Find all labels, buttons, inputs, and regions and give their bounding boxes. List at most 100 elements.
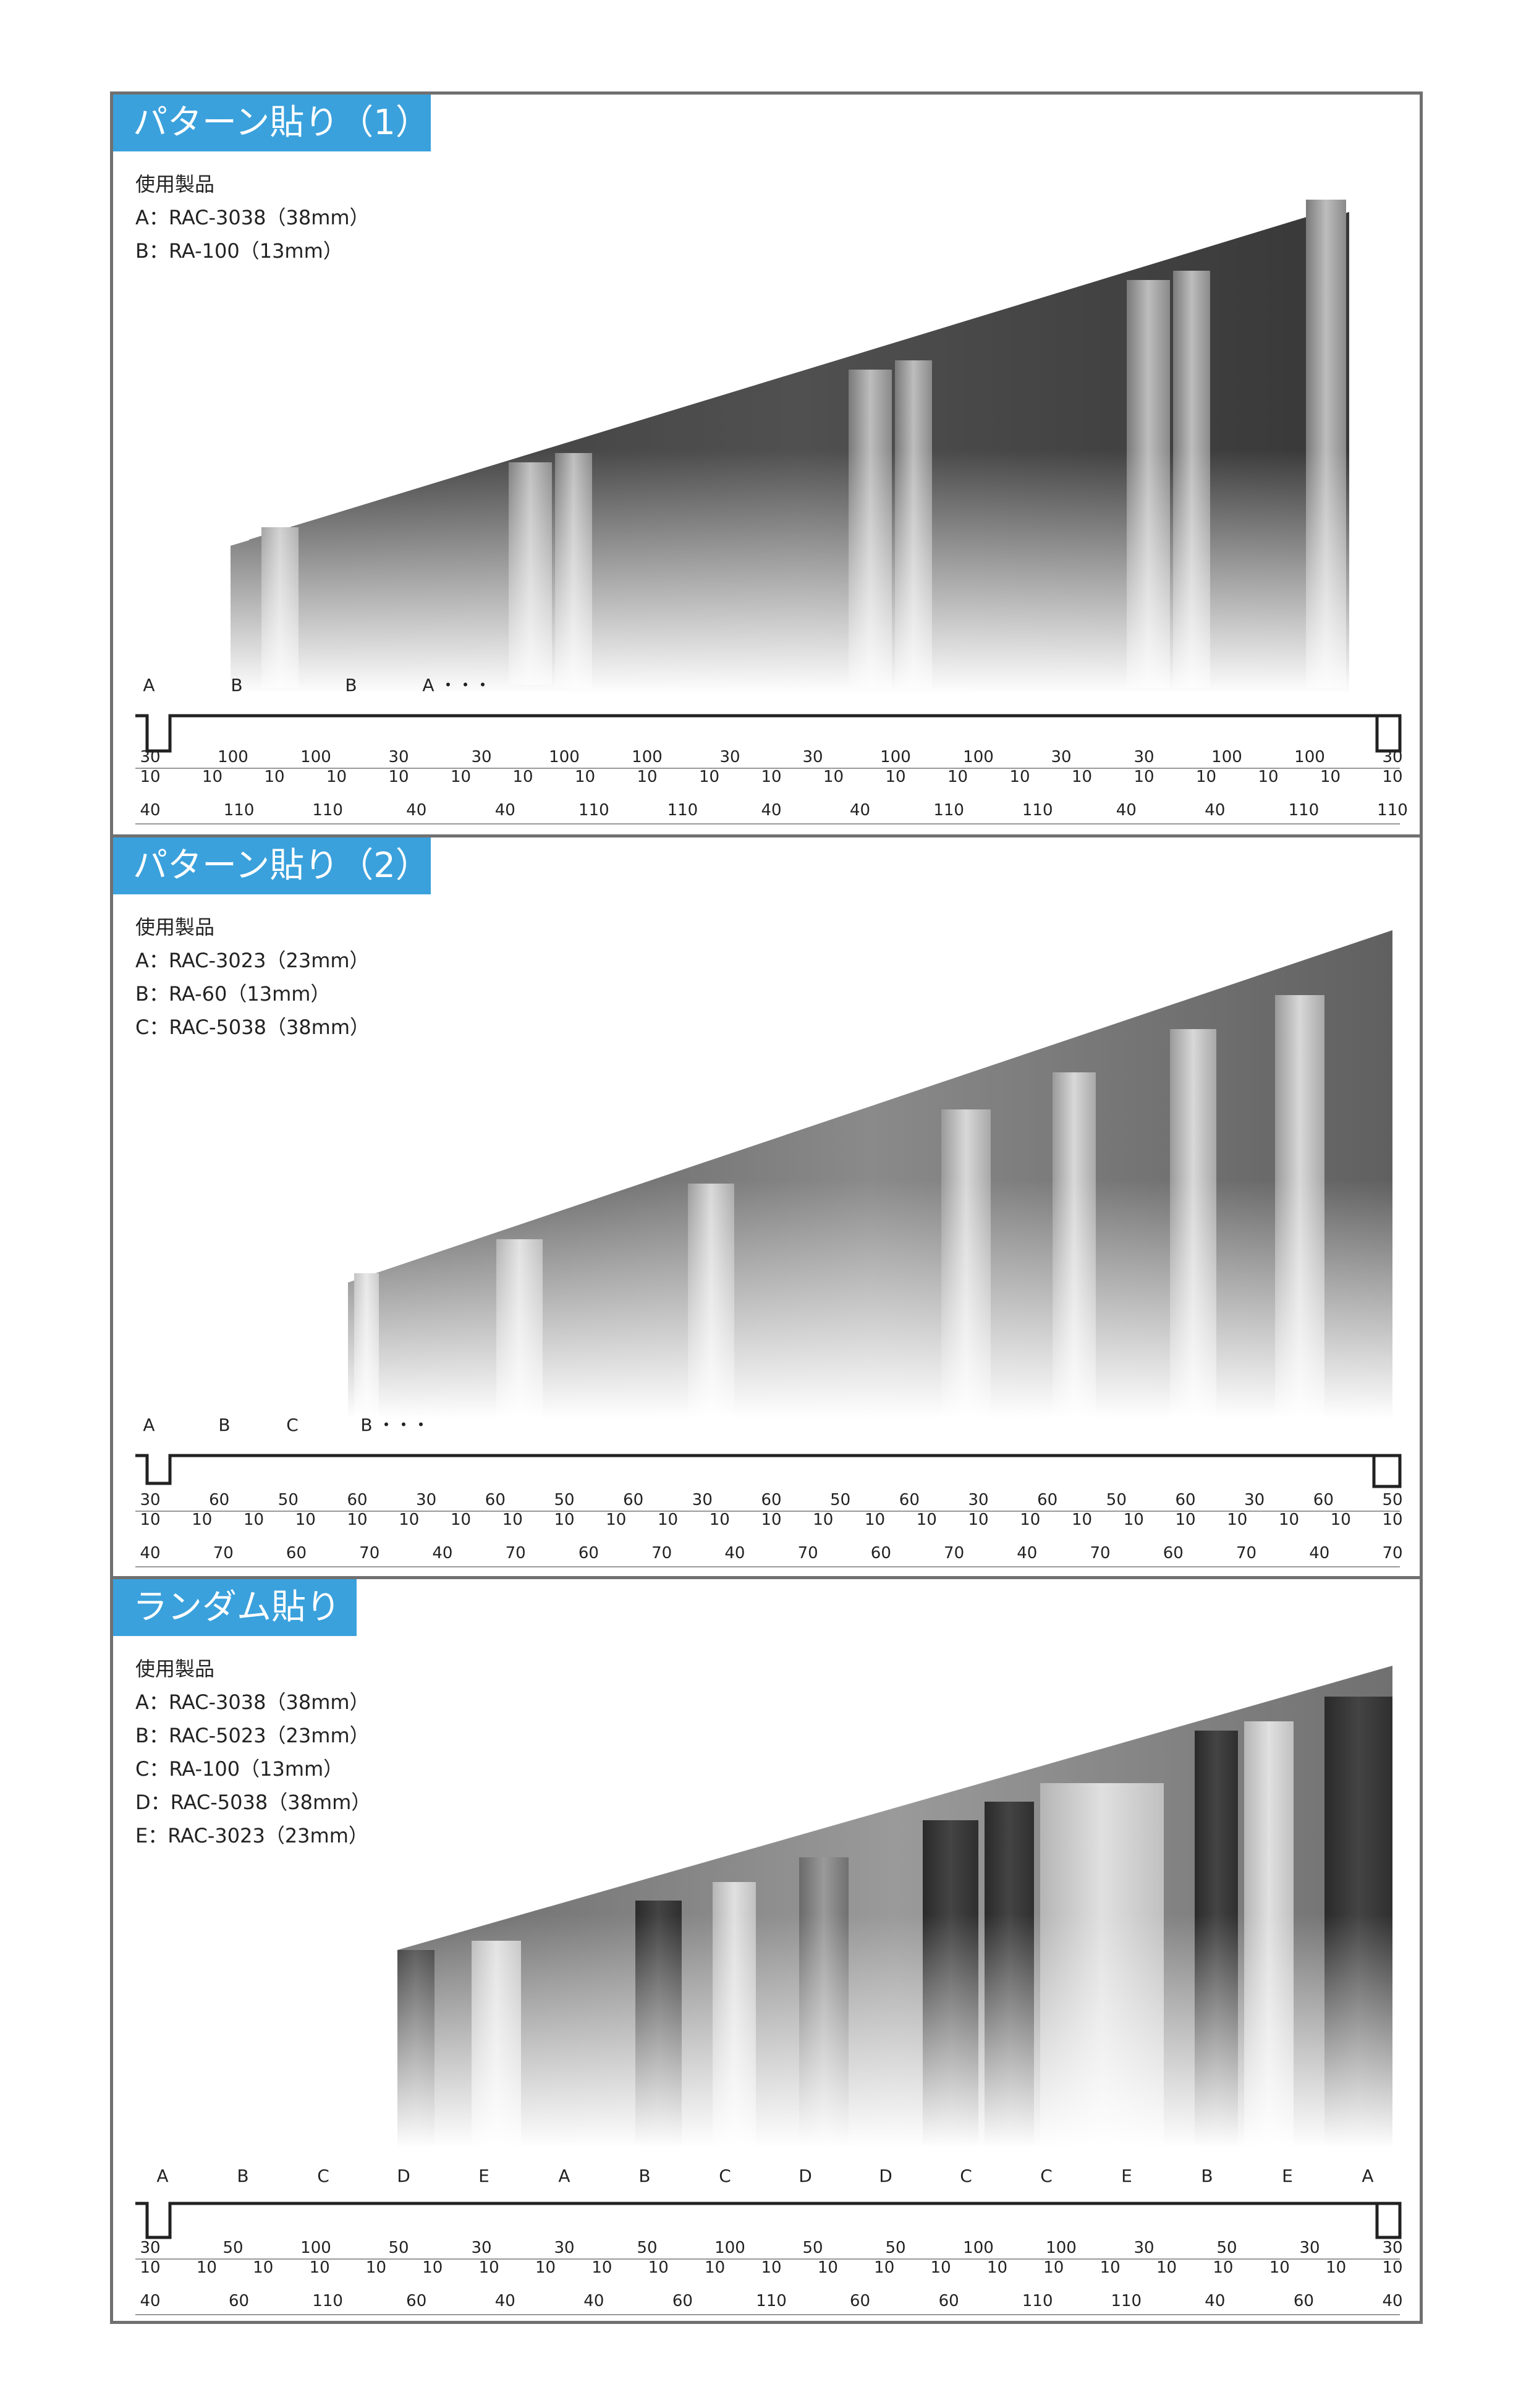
- dimension-label: 10: [388, 768, 409, 786]
- dimension-label: 10: [502, 1511, 523, 1529]
- dimension-label: 40: [140, 801, 160, 820]
- profile-letter: ・・・: [378, 1415, 430, 1435]
- dimension-label: 10: [606, 1511, 626, 1529]
- dimension-label: 100: [963, 748, 994, 766]
- dimension-label: 50: [830, 1491, 850, 1509]
- dimension-label: 10: [479, 2258, 499, 2277]
- dimension-label: 10: [1124, 1511, 1144, 1529]
- dimension-label: 10: [1009, 768, 1030, 786]
- dimension-label: 10: [1382, 2258, 1402, 2277]
- dimension-label: 40: [761, 801, 781, 820]
- dimension-label: 60: [672, 2292, 693, 2310]
- dimension-label: 60: [1313, 1491, 1334, 1509]
- dimension-label: 10: [1072, 1511, 1092, 1529]
- dimension-label: 110: [1111, 2292, 1142, 2310]
- profile-letter: E: [478, 2166, 489, 2186]
- dimension-label: 110: [224, 801, 255, 820]
- dimension-label: 110: [312, 801, 343, 820]
- dimension-label: 10: [1269, 2258, 1290, 2277]
- dimension-label: 30: [1134, 2239, 1154, 2257]
- dimension-label: 10: [575, 768, 595, 786]
- dimension-label: 100: [1046, 2239, 1077, 2257]
- profile-letter: C: [719, 2166, 731, 2186]
- profile-letter: D: [397, 2166, 410, 2186]
- profile-diagram: A B B A ・・・ 30 100 100 30 30 100 100 30 30 100 100…: [135, 675, 1408, 825]
- dimension-label: 40: [1382, 2292, 1402, 2310]
- section-pattern-2: パターン貼り（2） 使用製品 A：RAC-3023（23mm） B：RA-60（…: [110, 834, 1423, 1579]
- dimension-label: 60: [209, 1491, 229, 1509]
- profile-letter: A: [1362, 2166, 1373, 2186]
- dimension-label: 50: [885, 2239, 905, 2257]
- dimension-label: 10: [968, 1511, 988, 1529]
- dimension-label: 100: [1294, 748, 1325, 766]
- profile-letter: A: [143, 675, 155, 695]
- profile-letter: ・・・: [439, 675, 491, 695]
- dimension-label: 50: [637, 2239, 657, 2257]
- dimension-label: 10: [1326, 2258, 1346, 2277]
- dimension-label: 110: [1022, 2292, 1053, 2310]
- dimension-label: 10: [818, 2258, 838, 2277]
- dimension-label: 10: [699, 768, 719, 786]
- dimension-label: 60: [761, 1491, 781, 1509]
- dimension-label: 60: [939, 2292, 959, 2310]
- dimension-label: 60: [1037, 1491, 1057, 1509]
- dimension-label: 70: [359, 1544, 379, 1562]
- dimension-label: 10: [1258, 768, 1278, 786]
- dimension-label: 50: [554, 1491, 574, 1509]
- dimension-label: 110: [667, 801, 698, 820]
- profile-letter: B: [218, 1415, 230, 1435]
- panel-rendering: [280, 1629, 1392, 2148]
- dimension-label: 10: [917, 1511, 937, 1529]
- section-title: ランダム貼り: [113, 1579, 357, 1636]
- dimension-label: 10: [1279, 1511, 1299, 1529]
- dimension-label: 70: [651, 1544, 672, 1562]
- dimension-label: 10: [761, 2258, 781, 2277]
- section-title: パターン貼り（2）: [113, 837, 431, 894]
- dimension-label: 10: [1043, 2258, 1064, 2277]
- dimension-label: 10: [1320, 768, 1341, 786]
- dimension-label: 10: [202, 768, 222, 786]
- dimension-label: 10: [1134, 768, 1154, 786]
- dimension-label: 110: [578, 801, 609, 820]
- dimension-label: 10: [140, 2258, 160, 2277]
- dimension-label: 30: [416, 1491, 436, 1509]
- dimension-label: 10: [422, 2258, 443, 2277]
- dimension-label: 40: [1309, 1544, 1329, 1562]
- profile-letter: B: [638, 2166, 650, 2186]
- dimension-label: 10: [1382, 1511, 1402, 1529]
- dimension-label: 100: [549, 748, 580, 766]
- dimension-label: 60: [1163, 1544, 1184, 1562]
- profile-letter: A: [558, 2166, 570, 2186]
- dimension-label: 40: [1205, 801, 1225, 820]
- dimension-label: 60: [286, 1544, 307, 1562]
- dimension-label: 110: [933, 801, 964, 820]
- profile-diagram: A B C B ・・・ 30 60 50 60 30 60 50 60 30 60 50 60 30 60…: [135, 1415, 1403, 1567]
- dimension-label: 40: [583, 2292, 604, 2310]
- products-heading: 使用製品: [135, 1657, 215, 1681]
- dimension-label: 100: [300, 748, 331, 766]
- dimension-label: 30: [1244, 1491, 1265, 1509]
- dimension-label: 100: [880, 748, 911, 766]
- dimension-label: 40: [495, 2292, 515, 2310]
- products-heading: 使用製品: [135, 915, 215, 939]
- dimension-label: 40: [724, 1544, 745, 1562]
- dimension-label: 10: [710, 1511, 730, 1529]
- dimension-label: 10: [658, 1511, 678, 1529]
- profile-letter: C: [317, 2166, 329, 2186]
- dimension-label: 10: [705, 2258, 725, 2277]
- dimension-label: 60: [578, 1544, 599, 1562]
- dimension-label: 10: [347, 1511, 367, 1529]
- dimension-label: 10: [1196, 768, 1216, 786]
- dimension-label: 10: [1175, 1511, 1195, 1529]
- dimension-label: 10: [874, 2258, 894, 2277]
- dimension-label: 10: [987, 2258, 1007, 2277]
- dimension-label: 10: [885, 768, 905, 786]
- dimension-label: 10: [1072, 768, 1092, 786]
- dimension-label: 70: [213, 1544, 234, 1562]
- profile-letter: B: [345, 675, 357, 695]
- dimension-label: 50: [1106, 1491, 1127, 1509]
- dimension-label: 10: [1227, 1511, 1247, 1529]
- profile-letter: E: [1282, 2166, 1293, 2186]
- dimension-label: 30: [968, 1491, 988, 1509]
